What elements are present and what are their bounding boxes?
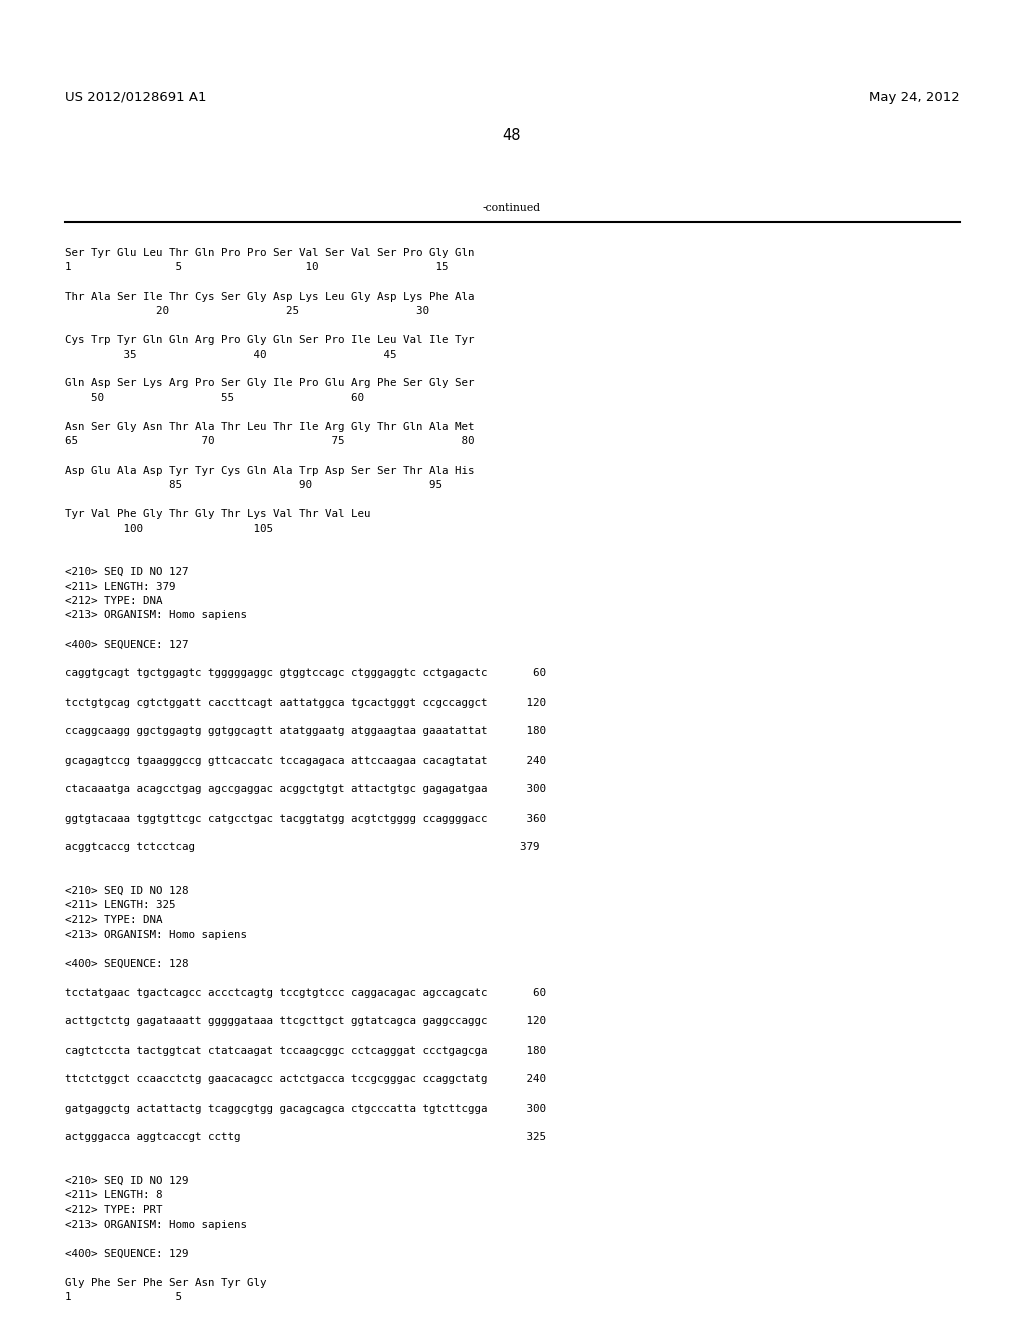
Text: 1                5: 1 5 xyxy=(65,1292,182,1302)
Text: 85                  90                  95: 85 90 95 xyxy=(65,480,442,490)
Text: Tyr Val Phe Gly Thr Gly Thr Lys Val Thr Val Leu: Tyr Val Phe Gly Thr Gly Thr Lys Val Thr … xyxy=(65,510,371,519)
Text: 20                  25                  30: 20 25 30 xyxy=(65,306,429,315)
Text: Asn Ser Gly Asn Thr Ala Thr Leu Thr Ile Arg Gly Thr Gln Ala Met: Asn Ser Gly Asn Thr Ala Thr Leu Thr Ile … xyxy=(65,422,474,432)
Text: <212> TYPE: PRT: <212> TYPE: PRT xyxy=(65,1205,163,1214)
Text: <213> ORGANISM: Homo sapiens: <213> ORGANISM: Homo sapiens xyxy=(65,929,247,940)
Text: Cys Trp Tyr Gln Gln Arg Pro Gly Gln Ser Pro Ile Leu Val Ile Tyr: Cys Trp Tyr Gln Gln Arg Pro Gly Gln Ser … xyxy=(65,335,474,345)
Text: ggtgtacaaa tggtgttcgc catgcctgac tacggtatgg acgtctgggg ccaggggacc      360: ggtgtacaaa tggtgttcgc catgcctgac tacggta… xyxy=(65,813,546,824)
Text: <210> SEQ ID NO 128: <210> SEQ ID NO 128 xyxy=(65,886,188,896)
Text: <211> LENGTH: 379: <211> LENGTH: 379 xyxy=(65,582,175,591)
Text: tcctgtgcag cgtctggatt caccttcagt aattatggca tgcactgggt ccgccaggct      120: tcctgtgcag cgtctggatt caccttcagt aattatg… xyxy=(65,697,546,708)
Text: <400> SEQUENCE: 127: <400> SEQUENCE: 127 xyxy=(65,639,188,649)
Text: 100                 105: 100 105 xyxy=(65,524,273,533)
Text: acggtcaccg tctcctcag                                                  379: acggtcaccg tctcctcag 379 xyxy=(65,842,540,853)
Text: <213> ORGANISM: Homo sapiens: <213> ORGANISM: Homo sapiens xyxy=(65,1220,247,1229)
Text: 65                   70                  75                  80: 65 70 75 80 xyxy=(65,437,474,446)
Text: caggtgcagt tgctggagtc tgggggaggc gtggtccagc ctgggaggtc cctgagactc       60: caggtgcagt tgctggagtc tgggggaggc gtggtcc… xyxy=(65,668,546,678)
Text: ccaggcaagg ggctggagtg ggtggcagtt atatggaatg atggaagtaa gaaatattat      180: ccaggcaagg ggctggagtg ggtggcagtt atatgga… xyxy=(65,726,546,737)
Text: 35                  40                  45: 35 40 45 xyxy=(65,350,396,359)
Text: actgggacca aggtcaccgt ccttg                                            325: actgggacca aggtcaccgt ccttg 325 xyxy=(65,1133,546,1143)
Text: Ser Tyr Glu Leu Thr Gln Pro Pro Ser Val Ser Val Ser Pro Gly Gln: Ser Tyr Glu Leu Thr Gln Pro Pro Ser Val … xyxy=(65,248,474,257)
Text: <212> TYPE: DNA: <212> TYPE: DNA xyxy=(65,597,163,606)
Text: 48: 48 xyxy=(503,128,521,143)
Text: US 2012/0128691 A1: US 2012/0128691 A1 xyxy=(65,91,207,103)
Text: cagtctccta tactggtcat ctatcaagat tccaagcggc cctcagggat ccctgagcga      180: cagtctccta tactggtcat ctatcaagat tccaagc… xyxy=(65,1045,546,1056)
Text: <211> LENGTH: 8: <211> LENGTH: 8 xyxy=(65,1191,163,1200)
Text: Asp Glu Ala Asp Tyr Tyr Cys Gln Ala Trp Asp Ser Ser Thr Ala His: Asp Glu Ala Asp Tyr Tyr Cys Gln Ala Trp … xyxy=(65,466,474,475)
Text: ttctctggct ccaacctctg gaacacagcc actctgacca tccgcgggac ccaggctatg      240: ttctctggct ccaacctctg gaacacagcc actctga… xyxy=(65,1074,546,1085)
Text: Gln Asp Ser Lys Arg Pro Ser Gly Ile Pro Glu Arg Phe Ser Gly Ser: Gln Asp Ser Lys Arg Pro Ser Gly Ile Pro … xyxy=(65,379,474,388)
Text: gatgaggctg actattactg tcaggcgtgg gacagcagca ctgcccatta tgtcttcgga      300: gatgaggctg actattactg tcaggcgtgg gacagca… xyxy=(65,1104,546,1114)
Text: <210> SEQ ID NO 127: <210> SEQ ID NO 127 xyxy=(65,568,188,577)
Text: Thr Ala Ser Ile Thr Cys Ser Gly Asp Lys Leu Gly Asp Lys Phe Ala: Thr Ala Ser Ile Thr Cys Ser Gly Asp Lys … xyxy=(65,292,474,301)
Text: acttgctctg gagataaatt gggggataaa ttcgcttgct ggtatcagca gaggccaggc      120: acttgctctg gagataaatt gggggataaa ttcgctt… xyxy=(65,1016,546,1027)
Text: ctacaaatga acagcctgag agccgaggac acggctgtgt attactgtgc gagagatgaa      300: ctacaaatga acagcctgag agccgaggac acggctg… xyxy=(65,784,546,795)
Text: Gly Phe Ser Phe Ser Asn Tyr Gly: Gly Phe Ser Phe Ser Asn Tyr Gly xyxy=(65,1278,266,1287)
Text: <211> LENGTH: 325: <211> LENGTH: 325 xyxy=(65,900,175,911)
Text: <212> TYPE: DNA: <212> TYPE: DNA xyxy=(65,915,163,925)
Text: gcagagtccg tgaagggccg gttcaccatc tccagagaca attccaagaa cacagtatat      240: gcagagtccg tgaagggccg gttcaccatc tccagag… xyxy=(65,755,546,766)
Text: tcctatgaac tgactcagcc accctcagtg tccgtgtccc caggacagac agccagcatc       60: tcctatgaac tgactcagcc accctcagtg tccgtgt… xyxy=(65,987,546,998)
Text: -continued: -continued xyxy=(483,203,541,213)
Text: <210> SEQ ID NO 129: <210> SEQ ID NO 129 xyxy=(65,1176,188,1185)
Text: <400> SEQUENCE: 129: <400> SEQUENCE: 129 xyxy=(65,1249,188,1258)
Text: <400> SEQUENCE: 128: <400> SEQUENCE: 128 xyxy=(65,958,188,969)
Text: <213> ORGANISM: Homo sapiens: <213> ORGANISM: Homo sapiens xyxy=(65,610,247,620)
Text: 1                5                   10                  15: 1 5 10 15 xyxy=(65,263,449,272)
Text: 50                  55                  60: 50 55 60 xyxy=(65,393,364,403)
Text: May 24, 2012: May 24, 2012 xyxy=(869,91,961,103)
